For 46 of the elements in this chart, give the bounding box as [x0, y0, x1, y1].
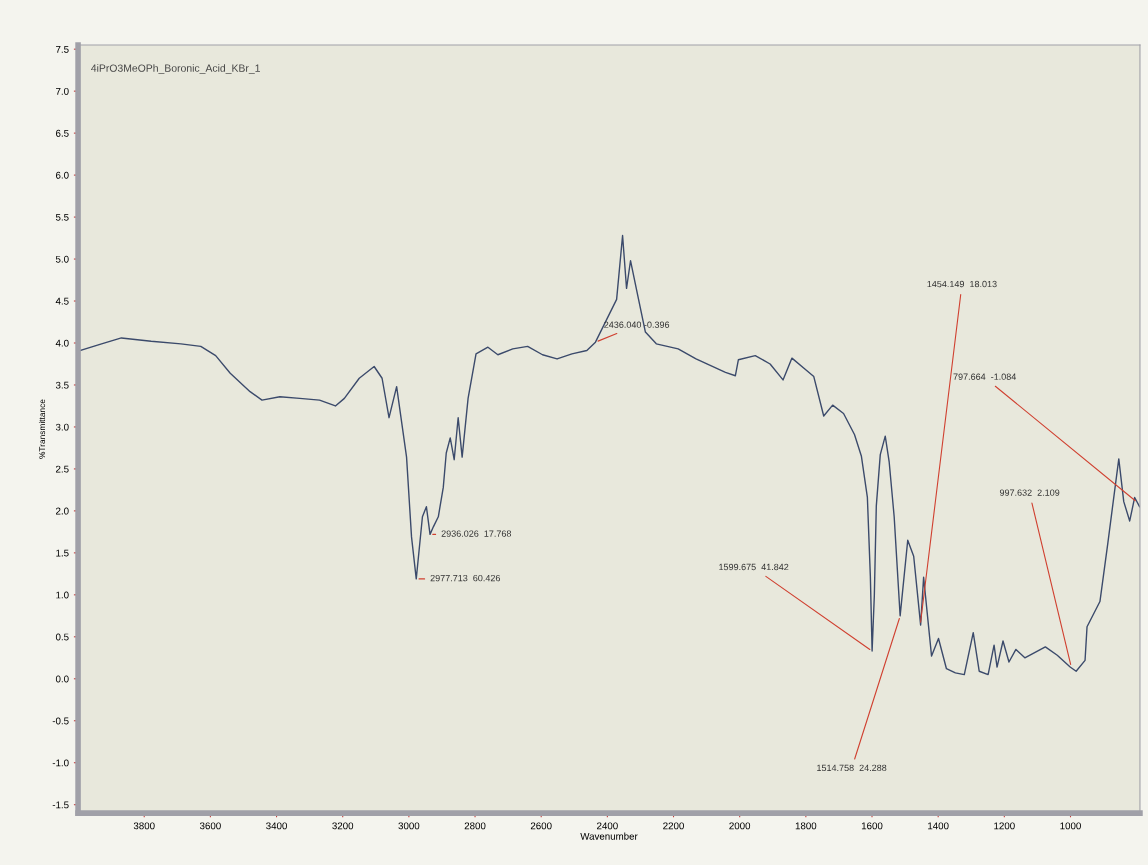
annotation: 2977.713 60.426 [430, 574, 501, 582]
y-tick-label: 5.0 [55, 255, 69, 263]
line-series [79, 234, 1140, 676]
y-tick-label: 2.0 [56, 507, 69, 515]
x-tick-label: 2200 [663, 822, 684, 830]
y-axis-title: %Transmittance [38, 399, 46, 459]
y-tick-label: 6.0 [56, 171, 69, 179]
y-tick-label: 7.0 [56, 87, 69, 95]
x-tick-label: 2400 [597, 822, 618, 830]
x-tick-label: 2600 [530, 822, 552, 830]
y-tick-label: 4.0 [55, 339, 69, 347]
annotation: 2936.026 17.768 [441, 530, 512, 537]
x-tick-label: 1600 [861, 822, 883, 830]
y-tick-label: 0.0 [55, 675, 69, 683]
x-tick-label: 1800 [795, 822, 817, 830]
annotation: 1454.149 18.013 [927, 280, 997, 288]
y-tick-label: 1.5 [56, 549, 69, 557]
annotation: 1514.758 24.288 [817, 764, 887, 772]
x-tick-label: 1200 [994, 822, 1015, 830]
x-tick-label: 3800 [133, 822, 155, 830]
y-tick-label: 5.5 [55, 213, 69, 221]
annotation: 1599.675 41.842 [719, 563, 789, 571]
x-tick-label: 2000 [729, 822, 751, 830]
y-tick-label: 0.5 [55, 633, 69, 641]
annotation: 2436.040 -0.396 [604, 321, 670, 328]
x-axis-title: Wavenumber [580, 832, 638, 840]
x-tick-label: 3400 [266, 822, 287, 830]
y-tick-label: 3.5 [55, 381, 69, 389]
y-tick-label: -0.5 [52, 717, 69, 725]
x-tick-label: 3200 [332, 822, 354, 830]
annotation: 997.632 2.109 [999, 489, 1060, 496]
annotation: 4iPrO3MeOPh_Boronic_Acid_KBr_1 [91, 64, 260, 74]
x-tick-label: 1400 [928, 822, 949, 830]
y-tick-label: 2.5 [56, 465, 69, 473]
y-tick-label: 3.0 [55, 423, 69, 431]
x-tick-label: 2800 [464, 822, 486, 830]
y-tick-label: -1.0 [52, 759, 69, 767]
x-tick-label: 3600 [199, 822, 221, 830]
x-tick-label: 3000 [398, 822, 420, 830]
y-tick-label: 7.5 [56, 46, 69, 53]
y-tick-label: -1.5 [52, 801, 69, 809]
annotation: 797.664 -1.084 [953, 373, 1017, 380]
x-tick-label: 1000 [1060, 822, 1081, 830]
y-tick-label: 4.5 [55, 297, 69, 305]
y-tick-label: 6.5 [56, 129, 69, 137]
y-tick-label: 1.0 [56, 591, 69, 599]
